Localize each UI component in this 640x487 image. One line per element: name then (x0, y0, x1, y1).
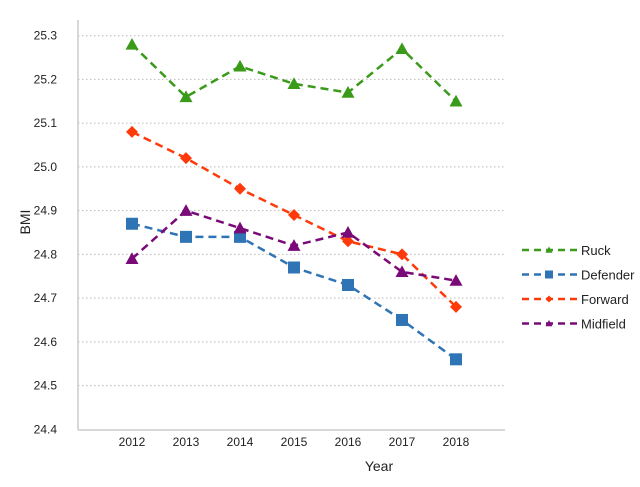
y-tick-label: 24.5 (34, 379, 58, 393)
y-tick-label: 24.6 (34, 335, 58, 349)
y-tick-label: 24.7 (34, 291, 58, 305)
legend-label-ruck: Ruck (581, 243, 611, 258)
legend-item-ruck: Ruck (522, 243, 611, 258)
data-point-midfield (287, 239, 301, 251)
data-point-ruck (395, 42, 409, 55)
x-tick-label: 2013 (173, 435, 200, 449)
data-point-defender (342, 278, 354, 291)
x-tick-labels: 2012 2013 2014 2015 2016 2017 2018 (119, 435, 470, 449)
y-tick-labels: 24.4 24.5 24.6 24.7 24.8 24.9 25.0 25.1 25.2 25.3 (34, 29, 58, 437)
data-point-forward (126, 125, 138, 138)
data-point-defender (180, 230, 192, 243)
x-tick-label: 2018 (443, 435, 470, 449)
data-point-ruck (341, 86, 355, 98)
y-tick-label: 24.8 (34, 247, 58, 261)
y-tick-label: 25.1 (34, 116, 58, 130)
data-point-midfield (125, 252, 139, 264)
legend-item-forward: Forward (522, 292, 629, 307)
data-point-forward (234, 182, 246, 195)
data-point-midfield (341, 226, 355, 238)
series-midfield (125, 204, 463, 286)
data-point-ruck (125, 37, 139, 50)
data-point-midfield (449, 274, 463, 286)
legend-marker-ruck (545, 246, 553, 253)
data-point-defender (288, 261, 300, 274)
data-point-defender (126, 217, 138, 230)
x-tick-label: 2016 (335, 435, 362, 449)
data-point-ruck (287, 77, 301, 90)
series-ruck (125, 37, 463, 107)
x-tick-label: 2014 (227, 435, 254, 449)
data-point-forward (288, 209, 300, 222)
series-defender (126, 217, 462, 366)
y-tick-label: 24.9 (34, 204, 58, 218)
x-tick-label: 2017 (389, 435, 416, 449)
legend-item-defender: Defender (522, 268, 635, 283)
y-tick-label: 25.0 (34, 160, 58, 174)
data-point-forward (342, 235, 354, 248)
x-axis-label: Year (365, 458, 394, 474)
data-point-defender (450, 353, 462, 366)
y-tick-label: 25.3 (34, 29, 58, 43)
legend-marker-midfield (545, 320, 553, 327)
data-point-midfield (395, 265, 409, 278)
y-tick-label: 25.2 (34, 72, 58, 86)
data-point-ruck (179, 90, 193, 103)
legend-marker-defender (545, 270, 553, 279)
data-point-forward (180, 152, 192, 165)
x-tick-label: 2012 (119, 435, 146, 449)
y-tick-label: 24.4 (34, 422, 58, 436)
data-point-forward (396, 248, 408, 261)
legend: Ruck Defender Forward Midfield (522, 243, 635, 332)
data-point-ruck (449, 94, 463, 107)
data-point-forward (450, 300, 462, 313)
legend-label-forward: Forward (581, 292, 629, 307)
data-point-ruck (233, 59, 247, 72)
series-forward (126, 125, 462, 313)
legend-label-defender: Defender (581, 268, 635, 283)
legend-marker-forward (545, 295, 553, 303)
y-axis-label: BMI (17, 210, 33, 235)
legend-item-midfield: Midfield (522, 317, 626, 332)
data-point-midfield (233, 221, 247, 234)
series-group (125, 37, 463, 366)
data-point-defender (396, 313, 408, 326)
gridlines (78, 35, 505, 387)
legend-label-midfield: Midfield (581, 317, 626, 332)
data-point-midfield (179, 204, 193, 216)
data-point-defender (234, 230, 246, 243)
x-tick-label: 2015 (281, 435, 308, 449)
